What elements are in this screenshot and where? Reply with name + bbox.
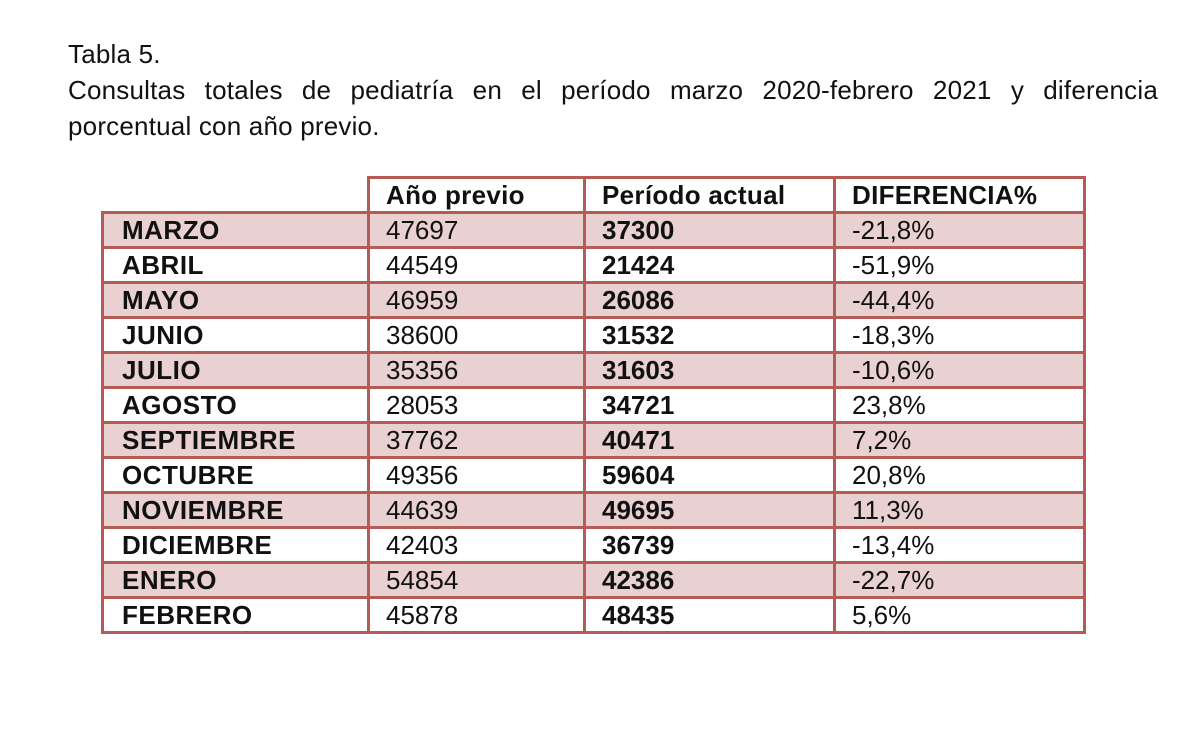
- caption-line-1: Consultas totales de pediatría en el per…: [68, 75, 1158, 105]
- header-empty-cell: [102, 177, 370, 214]
- table-label: Tabla 5.: [68, 39, 161, 69]
- month-cell: JULIO: [101, 351, 370, 389]
- difference-cell: -44,4%: [833, 281, 1086, 319]
- month-cell: NOVIEMBRE: [101, 491, 370, 529]
- table-row: ENERO 54854 42386 -22,7%: [101, 561, 1086, 599]
- current-period-cell: 40471: [583, 421, 836, 459]
- month-cell: ABRIL: [101, 246, 370, 284]
- difference-cell: -22,7%: [833, 561, 1086, 599]
- previous-year-cell: 47697: [367, 211, 586, 249]
- consultations-table: Año previo Período actual DIFERENCIA% MA…: [101, 176, 1086, 634]
- previous-year-cell: 46959: [367, 281, 586, 319]
- difference-cell: 11,3%: [833, 491, 1086, 529]
- previous-year-cell: 45878: [367, 596, 586, 634]
- difference-cell: -10,6%: [833, 351, 1086, 389]
- previous-year-cell: 42403: [367, 526, 586, 564]
- previous-year-cell: 28053: [367, 386, 586, 424]
- difference-cell: 20,8%: [833, 456, 1086, 494]
- header-current-period: Período actual: [583, 176, 836, 214]
- table-row: FEBRERO 45878 48435 5,6%: [101, 596, 1086, 634]
- consultations-table-wrapper: Año previo Período actual DIFERENCIA% MA…: [101, 176, 1086, 634]
- header-row: Año previo Período actual DIFERENCIA%: [102, 176, 1086, 214]
- difference-cell: 5,6%: [833, 596, 1086, 634]
- month-cell: AGOSTO: [101, 386, 370, 424]
- month-cell: MAYO: [101, 281, 370, 319]
- current-period-cell: 36739: [583, 526, 836, 564]
- current-period-cell: 26086: [583, 281, 836, 319]
- month-cell: DICIEMBRE: [101, 526, 370, 564]
- caption-line-2: porcentual con año previo.: [68, 111, 380, 141]
- table-row: AGOSTO 28053 34721 23,8%: [101, 386, 1086, 424]
- month-cell: FEBRERO: [101, 596, 370, 634]
- table-body: MARZO 47697 37300 -21,8% ABRIL 44549 214…: [101, 211, 1086, 634]
- current-period-cell: 37300: [583, 211, 836, 249]
- table-row: OCTUBRE 49356 59604 20,8%: [101, 456, 1086, 494]
- table-row: ABRIL 44549 21424 -51,9%: [101, 246, 1086, 284]
- table-row: JUNIO 38600 31532 -18,3%: [101, 316, 1086, 354]
- header-previous-year: Año previo: [367, 176, 586, 214]
- month-cell: ENERO: [101, 561, 370, 599]
- month-cell: JUNIO: [101, 316, 370, 354]
- previous-year-cell: 35356: [367, 351, 586, 389]
- current-period-cell: 31603: [583, 351, 836, 389]
- difference-cell: -18,3%: [833, 316, 1086, 354]
- header-difference: DIFERENCIA%: [833, 176, 1086, 214]
- difference-cell: -51,9%: [833, 246, 1086, 284]
- current-period-cell: 42386: [583, 561, 836, 599]
- current-period-cell: 34721: [583, 386, 836, 424]
- month-cell: OCTUBRE: [101, 456, 370, 494]
- current-period-cell: 31532: [583, 316, 836, 354]
- previous-year-cell: 38600: [367, 316, 586, 354]
- table-row: NOVIEMBRE 44639 49695 11,3%: [101, 491, 1086, 529]
- difference-cell: 23,8%: [833, 386, 1086, 424]
- table-caption: Tabla 5. Consultas totales de pediatría …: [68, 36, 1158, 144]
- table-row: DICIEMBRE 42403 36739 -13,4%: [101, 526, 1086, 564]
- table-row: MAYO 46959 26086 -44,4%: [101, 281, 1086, 319]
- previous-year-cell: 44639: [367, 491, 586, 529]
- difference-cell: -21,8%: [833, 211, 1086, 249]
- table-row: JULIO 35356 31603 -10,6%: [101, 351, 1086, 389]
- month-cell: SEPTIEMBRE: [101, 421, 370, 459]
- table-row: SEPTIEMBRE 37762 40471 7,2%: [101, 421, 1086, 459]
- previous-year-cell: 49356: [367, 456, 586, 494]
- previous-year-cell: 37762: [367, 421, 586, 459]
- current-period-cell: 49695: [583, 491, 836, 529]
- difference-cell: 7,2%: [833, 421, 1086, 459]
- current-period-cell: 48435: [583, 596, 836, 634]
- previous-year-cell: 54854: [367, 561, 586, 599]
- table-row: MARZO 47697 37300 -21,8%: [101, 211, 1086, 249]
- month-cell: MARZO: [101, 211, 370, 249]
- current-period-cell: 21424: [583, 246, 836, 284]
- current-period-cell: 59604: [583, 456, 836, 494]
- previous-year-cell: 44549: [367, 246, 586, 284]
- difference-cell: -13,4%: [833, 526, 1086, 564]
